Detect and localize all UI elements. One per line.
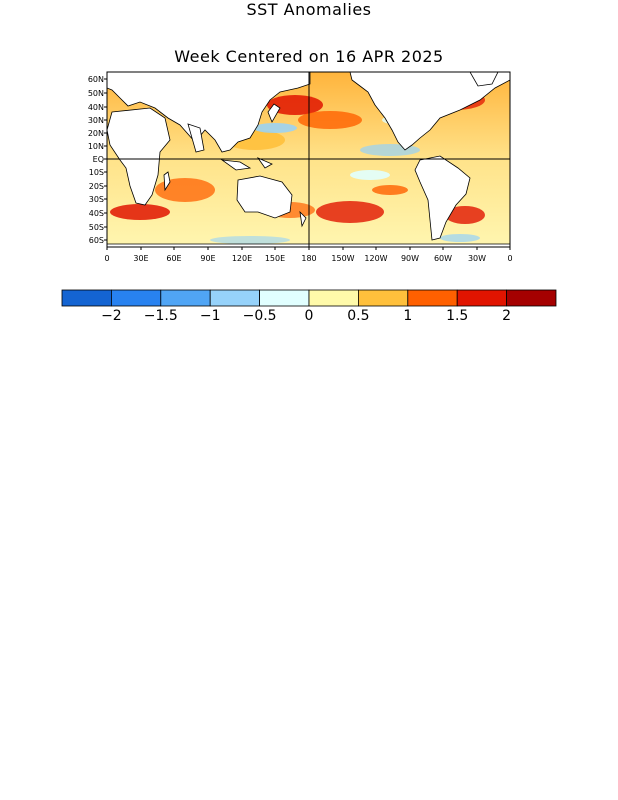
colorbar-label: 2 xyxy=(502,308,511,324)
lat-tick-label: 60N xyxy=(88,75,104,84)
colorbar-swatch xyxy=(160,289,211,307)
colorbar-swatch xyxy=(456,289,508,307)
lon-tick-label: 120W xyxy=(364,254,387,263)
colorbar-label: 0.5 xyxy=(347,308,369,324)
colorbar-label: 0 xyxy=(305,308,314,324)
colorbar-swatch xyxy=(111,289,162,307)
colorbar-label: 1 xyxy=(403,308,412,324)
lon-tick-label: 30E xyxy=(133,254,148,263)
colorbar: −2 −1.5 −1 −0.5 0 0.5 1 1.5 2 xyxy=(61,289,557,324)
lon-tick-label: 0 xyxy=(104,254,109,263)
lat-tick-label: 10S xyxy=(89,168,104,177)
colorbar-label: −1.5 xyxy=(144,308,178,324)
map-title: SST Anomalies xyxy=(246,0,372,19)
lon-tick-label: 150E xyxy=(265,254,285,263)
lat-tick-label: 40S xyxy=(89,209,104,218)
lat-tick-label: 20N xyxy=(88,129,104,138)
longitude-axis: 0 30E 60E 90E 120E 150E 180 150W 120W 90W 60W 30W 0 xyxy=(104,247,513,263)
lon-tick-label: 60E xyxy=(166,254,181,263)
colorbar-label: 1.5 xyxy=(446,308,468,324)
colorbar-swatch xyxy=(407,289,458,307)
lon-tick-label: 180 xyxy=(301,254,316,263)
lat-tick-label: 30S xyxy=(89,195,104,204)
colorbar-swatch xyxy=(357,289,409,307)
lat-tick-label: 10N xyxy=(88,142,104,151)
lon-tick-label: 150W xyxy=(331,254,354,263)
lat-tick-label: 50N xyxy=(88,89,104,98)
colorbar-label: −2 xyxy=(101,308,122,324)
lon-tick-label: 90W xyxy=(401,254,419,263)
map-subtitle: Week Centered on 16 APR 2025 xyxy=(174,47,444,66)
lon-tick-label: 0 xyxy=(507,254,512,263)
colorbar-swatch xyxy=(209,289,260,307)
lat-tick-label: EQ xyxy=(93,155,104,164)
land-masses xyxy=(107,72,510,247)
lat-tick-label: 30N xyxy=(88,116,104,125)
latitude-axis: 60N 50N 40N 30N 20N 10N EQ 10S 20S 30S 40S 50S 60S xyxy=(88,75,107,245)
colorbar-swatch xyxy=(506,289,557,307)
lat-tick-label: 40N xyxy=(88,103,104,112)
lat-tick-label: 50S xyxy=(89,223,104,232)
lon-tick-label: 120E xyxy=(232,254,252,263)
lat-tick-label: 60S xyxy=(89,236,104,245)
lon-tick-label: 60W xyxy=(434,254,452,263)
colorbar-swatch xyxy=(308,289,359,307)
lon-tick-label: 90E xyxy=(200,254,215,263)
lat-tick-label: 20S xyxy=(89,182,104,191)
colorbar-swatch xyxy=(61,289,112,307)
colorbar-swatch xyxy=(259,289,310,307)
colorbar-label: −0.5 xyxy=(243,308,277,324)
colorbar-label: −1 xyxy=(200,308,221,324)
lon-tick-label: 30W xyxy=(468,254,486,263)
